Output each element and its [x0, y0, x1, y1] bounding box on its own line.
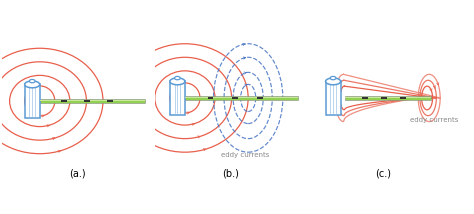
- Bar: [25, 84, 40, 117]
- Ellipse shape: [330, 76, 336, 80]
- Text: eddy currents: eddy currents: [410, 117, 458, 123]
- Ellipse shape: [29, 79, 35, 83]
- Bar: [345, 97, 431, 98]
- Text: (b.): (b.): [222, 168, 238, 178]
- Bar: [185, 97, 298, 98]
- Bar: [257, 97, 263, 99]
- Bar: [381, 97, 387, 99]
- Ellipse shape: [170, 78, 185, 85]
- Text: (a.): (a.): [69, 168, 86, 178]
- Bar: [40, 100, 145, 101]
- Bar: [208, 97, 213, 99]
- Ellipse shape: [326, 78, 341, 85]
- Text: eddy currents: eddy currents: [221, 152, 269, 158]
- Text: (c.): (c.): [375, 168, 391, 178]
- Bar: [84, 100, 90, 102]
- Bar: [185, 96, 298, 100]
- Bar: [61, 100, 66, 102]
- Ellipse shape: [25, 81, 40, 88]
- Ellipse shape: [174, 76, 180, 80]
- Bar: [400, 97, 406, 99]
- Bar: [40, 99, 145, 103]
- Bar: [345, 96, 431, 100]
- Bar: [362, 97, 368, 99]
- Bar: [326, 81, 341, 114]
- Bar: [107, 100, 113, 102]
- Bar: [170, 81, 185, 114]
- Bar: [232, 97, 238, 99]
